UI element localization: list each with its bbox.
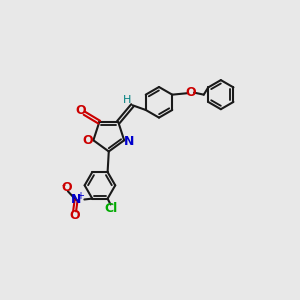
Text: O: O xyxy=(61,181,72,194)
Text: Cl: Cl xyxy=(104,202,118,214)
Text: O: O xyxy=(83,134,93,147)
Text: H: H xyxy=(123,95,131,105)
Text: O: O xyxy=(76,104,86,118)
Text: O: O xyxy=(69,208,80,222)
Text: -: - xyxy=(61,180,65,190)
Text: N: N xyxy=(71,193,81,206)
Text: O: O xyxy=(186,86,196,99)
Text: N: N xyxy=(124,135,135,148)
Text: +: + xyxy=(76,190,84,201)
